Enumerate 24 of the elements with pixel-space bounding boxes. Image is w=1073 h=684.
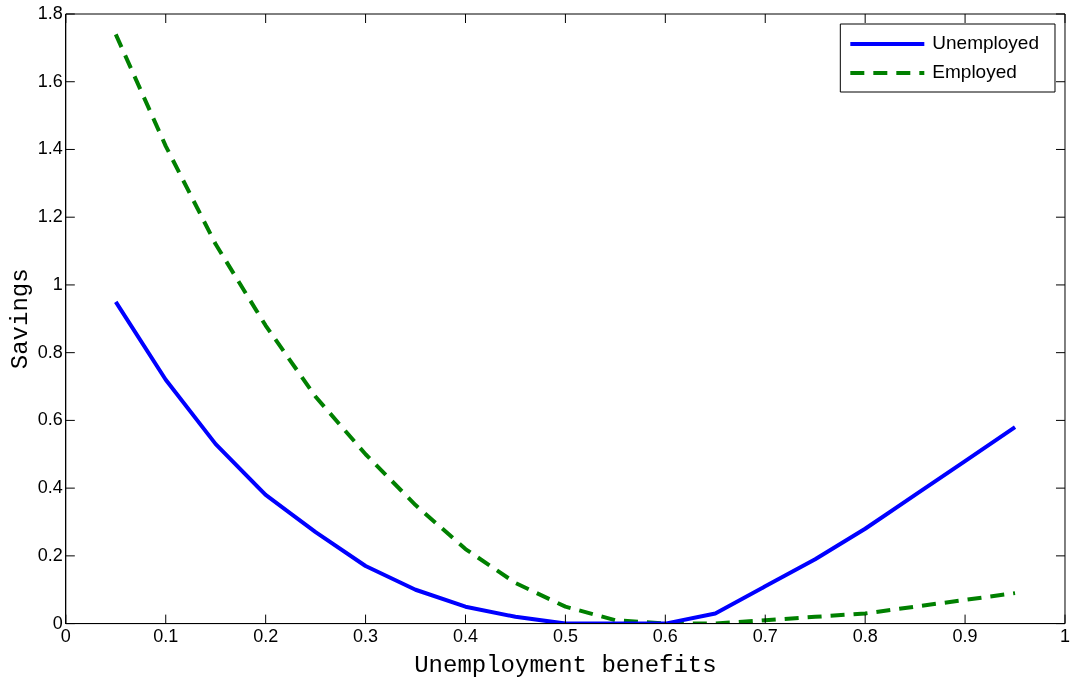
x-tick-label: 0.4 bbox=[452, 626, 479, 647]
x-tick-label: 0.3 bbox=[353, 626, 379, 647]
x-tick-label: 0.5 bbox=[552, 626, 578, 647]
y-tick-label: 0.4 bbox=[37, 477, 63, 498]
x-tick-label: 0.2 bbox=[253, 626, 279, 647]
y-tick-label: 0 bbox=[52, 612, 63, 633]
y-tick-label: 1.8 bbox=[37, 2, 63, 23]
x-tick-label: 0.8 bbox=[852, 626, 878, 647]
x-axis-title: Unemployment benefits bbox=[414, 651, 717, 679]
y-tick-label: 1.6 bbox=[37, 70, 63, 91]
y-tick-label: 1.4 bbox=[37, 138, 63, 159]
legend-label: Unemployed bbox=[932, 32, 1039, 54]
y-tick-label: 0.6 bbox=[37, 409, 63, 430]
y-tick-label: 0.8 bbox=[37, 341, 63, 362]
legend-label: Employed bbox=[932, 61, 1017, 83]
x-tick-label: 0.7 bbox=[752, 626, 778, 647]
y-tick-label: 1 bbox=[52, 273, 63, 294]
y-tick-label: 1.2 bbox=[37, 206, 63, 227]
y-tick-label: 0.2 bbox=[37, 544, 63, 565]
x-tick-label: 1 bbox=[1059, 626, 1070, 647]
x-tick-label: 0.1 bbox=[153, 626, 179, 647]
y-axis-title: Savings bbox=[6, 268, 34, 370]
x-tick-label: 0.6 bbox=[652, 626, 678, 647]
x-tick-label: 0.9 bbox=[952, 626, 978, 647]
